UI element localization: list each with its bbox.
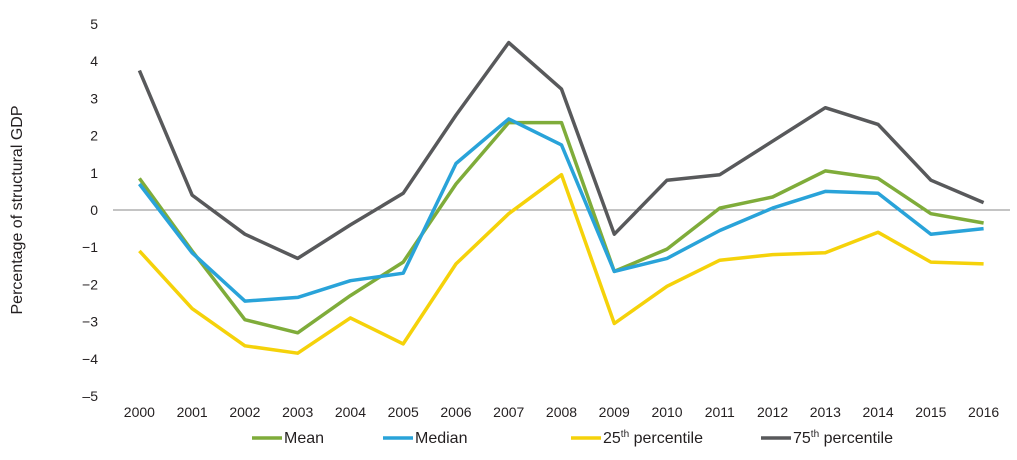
y-tick-label: 3 bbox=[90, 90, 98, 106]
y-tick-label: −3 bbox=[82, 314, 98, 330]
legend-label: Median bbox=[415, 430, 467, 447]
x-tick-label: 2003 bbox=[282, 404, 313, 420]
x-tick-label: 2008 bbox=[546, 404, 577, 420]
y-tick-label: −4 bbox=[82, 351, 98, 367]
y-tick-label: 0 bbox=[90, 202, 98, 218]
y-tick-label: –5 bbox=[82, 388, 98, 404]
x-tick-label: 2000 bbox=[124, 404, 155, 420]
x-tick-label: 2004 bbox=[335, 404, 366, 420]
legend-label: 25th percentile bbox=[603, 429, 703, 447]
series-lines bbox=[137, 40, 985, 355]
x-tick-label: 2005 bbox=[388, 404, 419, 420]
y-tick-label: 4 bbox=[90, 53, 98, 69]
x-tick-label: 2001 bbox=[177, 404, 208, 420]
series-line bbox=[138, 117, 984, 303]
series-line bbox=[137, 40, 985, 261]
legend-label: 75th percentile bbox=[793, 429, 893, 447]
x-tick-label: 2013 bbox=[810, 404, 841, 420]
y-tick-label: 1 bbox=[90, 165, 98, 181]
x-tick-label: 2016 bbox=[968, 404, 999, 420]
y-axis-label: Percentage of structural GDP bbox=[9, 106, 26, 315]
x-tick-label: 2007 bbox=[493, 404, 524, 420]
x-tick-label: 2010 bbox=[651, 404, 682, 420]
series-line bbox=[138, 172, 984, 355]
x-tick-label: 2015 bbox=[915, 404, 946, 420]
y-tick-label: 2 bbox=[90, 128, 98, 144]
x-tick-label: 2006 bbox=[440, 404, 471, 420]
y-axis-ticks: 5 4 3 2 1 0 −1 −2 −3 −4 –5 bbox=[82, 16, 98, 404]
legend: Mean Median 25th percentile 75th percentile bbox=[252, 429, 893, 447]
series-line bbox=[137, 120, 984, 335]
y-tick-label: −2 bbox=[82, 276, 98, 292]
x-tick-label: 2009 bbox=[599, 404, 630, 420]
y-tick-label: 5 bbox=[90, 16, 98, 32]
x-tick-label: 2014 bbox=[863, 404, 894, 420]
x-tick-label: 2002 bbox=[229, 404, 260, 420]
x-tick-label: 2011 bbox=[705, 404, 735, 420]
x-axis-ticks: 2000 2001 2002 2003 2004 2005 2006 2007 2008 2009… bbox=[124, 404, 1000, 420]
legend-label: Mean bbox=[284, 430, 324, 447]
y-tick-label: −1 bbox=[82, 239, 98, 255]
x-tick-label: 2012 bbox=[757, 404, 788, 420]
